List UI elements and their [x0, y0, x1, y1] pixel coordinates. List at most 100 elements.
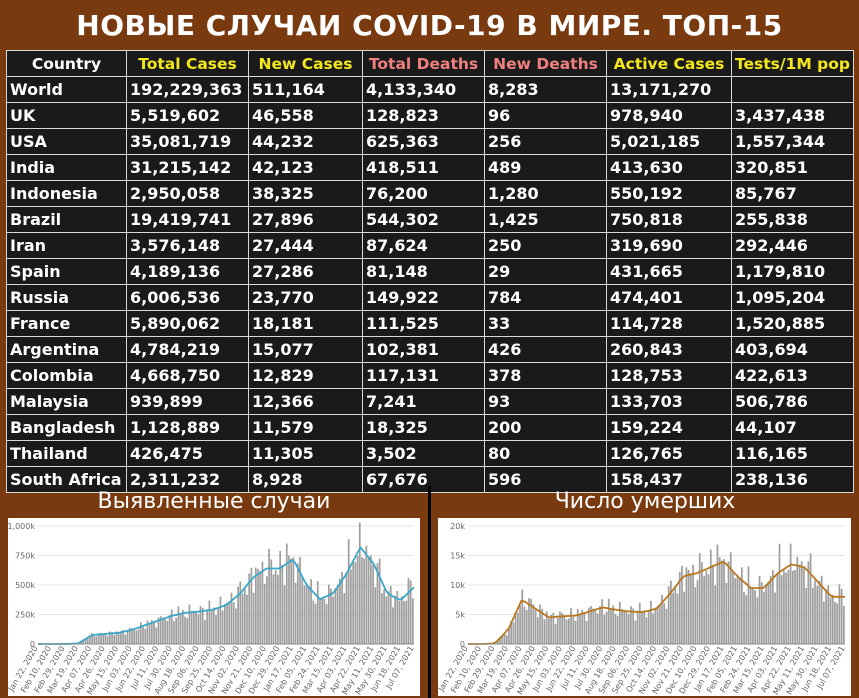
value-cell: 114,728	[606, 310, 732, 337]
value-cell: 403,694	[731, 336, 854, 363]
bar	[279, 550, 281, 644]
table-row: India 31,215,142 42,123 418,511 489 413,630 32…	[6, 154, 854, 181]
bar	[548, 618, 550, 644]
bar	[514, 611, 517, 644]
bar	[503, 633, 506, 644]
bar	[767, 581, 770, 644]
bar	[661, 594, 663, 644]
value-cell: 1,095,204	[731, 284, 854, 311]
table-row: Iran 3,576,148 27,444 87,624 250 319,690 292,4…	[6, 232, 854, 259]
bar	[308, 587, 310, 644]
value-cell: 149,922	[362, 284, 485, 311]
bar	[510, 620, 513, 644]
value-cell: 116,165	[731, 440, 854, 467]
bar	[539, 604, 541, 644]
bar	[365, 545, 368, 644]
value-cell: 378	[484, 362, 607, 389]
bar	[550, 614, 552, 644]
value-cell: 38,325	[248, 180, 363, 207]
value-cell: 12,829	[248, 362, 363, 389]
value-cell: 4,668,750	[126, 362, 249, 389]
value-cell: 18,325	[362, 414, 485, 441]
value-cell: 19,419,741	[126, 206, 249, 233]
bar	[840, 588, 843, 644]
bar	[734, 578, 737, 644]
value-cell: 27,286	[248, 258, 363, 285]
bar	[612, 605, 615, 644]
table-row: World 192,229,363 511,164 4,133,340 8,283 13,…	[6, 76, 854, 103]
bar	[356, 555, 359, 644]
bar	[208, 600, 211, 644]
value-cell: 292,446	[731, 232, 854, 259]
bar	[559, 611, 561, 644]
value-cell: 102,381	[362, 336, 485, 363]
bar	[173, 621, 175, 644]
bar	[303, 585, 306, 644]
value-cell: 31,215,142	[126, 154, 249, 181]
value-cell: 126,765	[606, 440, 732, 467]
bar	[565, 619, 568, 644]
bar	[658, 605, 661, 644]
bar	[763, 591, 765, 644]
table-row: South Africa 2,311,232 8,928 67,676 596 158,4…	[6, 466, 854, 493]
bar	[654, 607, 657, 644]
bar	[312, 600, 315, 644]
bar	[252, 592, 255, 644]
bar	[157, 617, 160, 644]
value-cell: 1,280	[484, 180, 607, 207]
bar	[670, 580, 672, 644]
bar	[497, 641, 499, 644]
value-cell: 978,940	[606, 102, 732, 129]
value-cell: 5,519,602	[126, 102, 249, 129]
bar	[585, 620, 588, 644]
bar	[239, 581, 242, 644]
bar	[499, 638, 501, 644]
bar	[407, 577, 410, 644]
bar	[712, 564, 714, 644]
value-cell: 80	[484, 440, 607, 467]
country-cell: Russia	[6, 284, 127, 311]
bar	[776, 574, 779, 644]
value-cell: 1,179,810	[731, 258, 854, 285]
bar	[168, 615, 171, 644]
bar	[144, 628, 147, 644]
bar	[104, 634, 107, 644]
bar	[142, 626, 144, 644]
value-cell: 426,475	[126, 440, 249, 467]
bar	[257, 569, 259, 644]
bar	[396, 591, 399, 644]
bar	[270, 559, 273, 644]
bar	[718, 557, 721, 644]
bar	[592, 608, 595, 644]
bar	[778, 543, 781, 644]
bar	[266, 576, 268, 644]
value-cell: 4,189,136	[126, 258, 249, 285]
bar	[530, 599, 533, 644]
bar	[634, 620, 637, 644]
bar	[505, 635, 508, 644]
value-cell: 76,200	[362, 180, 485, 207]
bar	[696, 580, 699, 644]
bar	[667, 586, 670, 644]
bar	[769, 575, 772, 644]
bar	[683, 591, 686, 644]
bar	[341, 571, 343, 644]
deaths-chart: 0 5k 10k 15k 20k Jan 22, 2020 Feb 10, 2020 Feb …	[438, 518, 851, 696]
bar	[681, 565, 683, 644]
value-cell: 128,823	[362, 102, 485, 129]
bar	[636, 610, 639, 644]
value-cell: 96	[484, 102, 607, 129]
trend-line	[38, 546, 415, 645]
bar	[643, 610, 646, 644]
value-cell: 117,131	[362, 362, 485, 389]
bar	[827, 585, 830, 644]
bar	[758, 575, 761, 644]
value-cell: 4,784,219	[126, 336, 249, 363]
bar	[345, 573, 348, 644]
bar	[632, 608, 635, 644]
bar	[749, 586, 752, 644]
country-cell: Iran	[6, 232, 127, 259]
bar	[721, 560, 723, 644]
bar	[689, 573, 692, 644]
bar	[707, 574, 710, 644]
